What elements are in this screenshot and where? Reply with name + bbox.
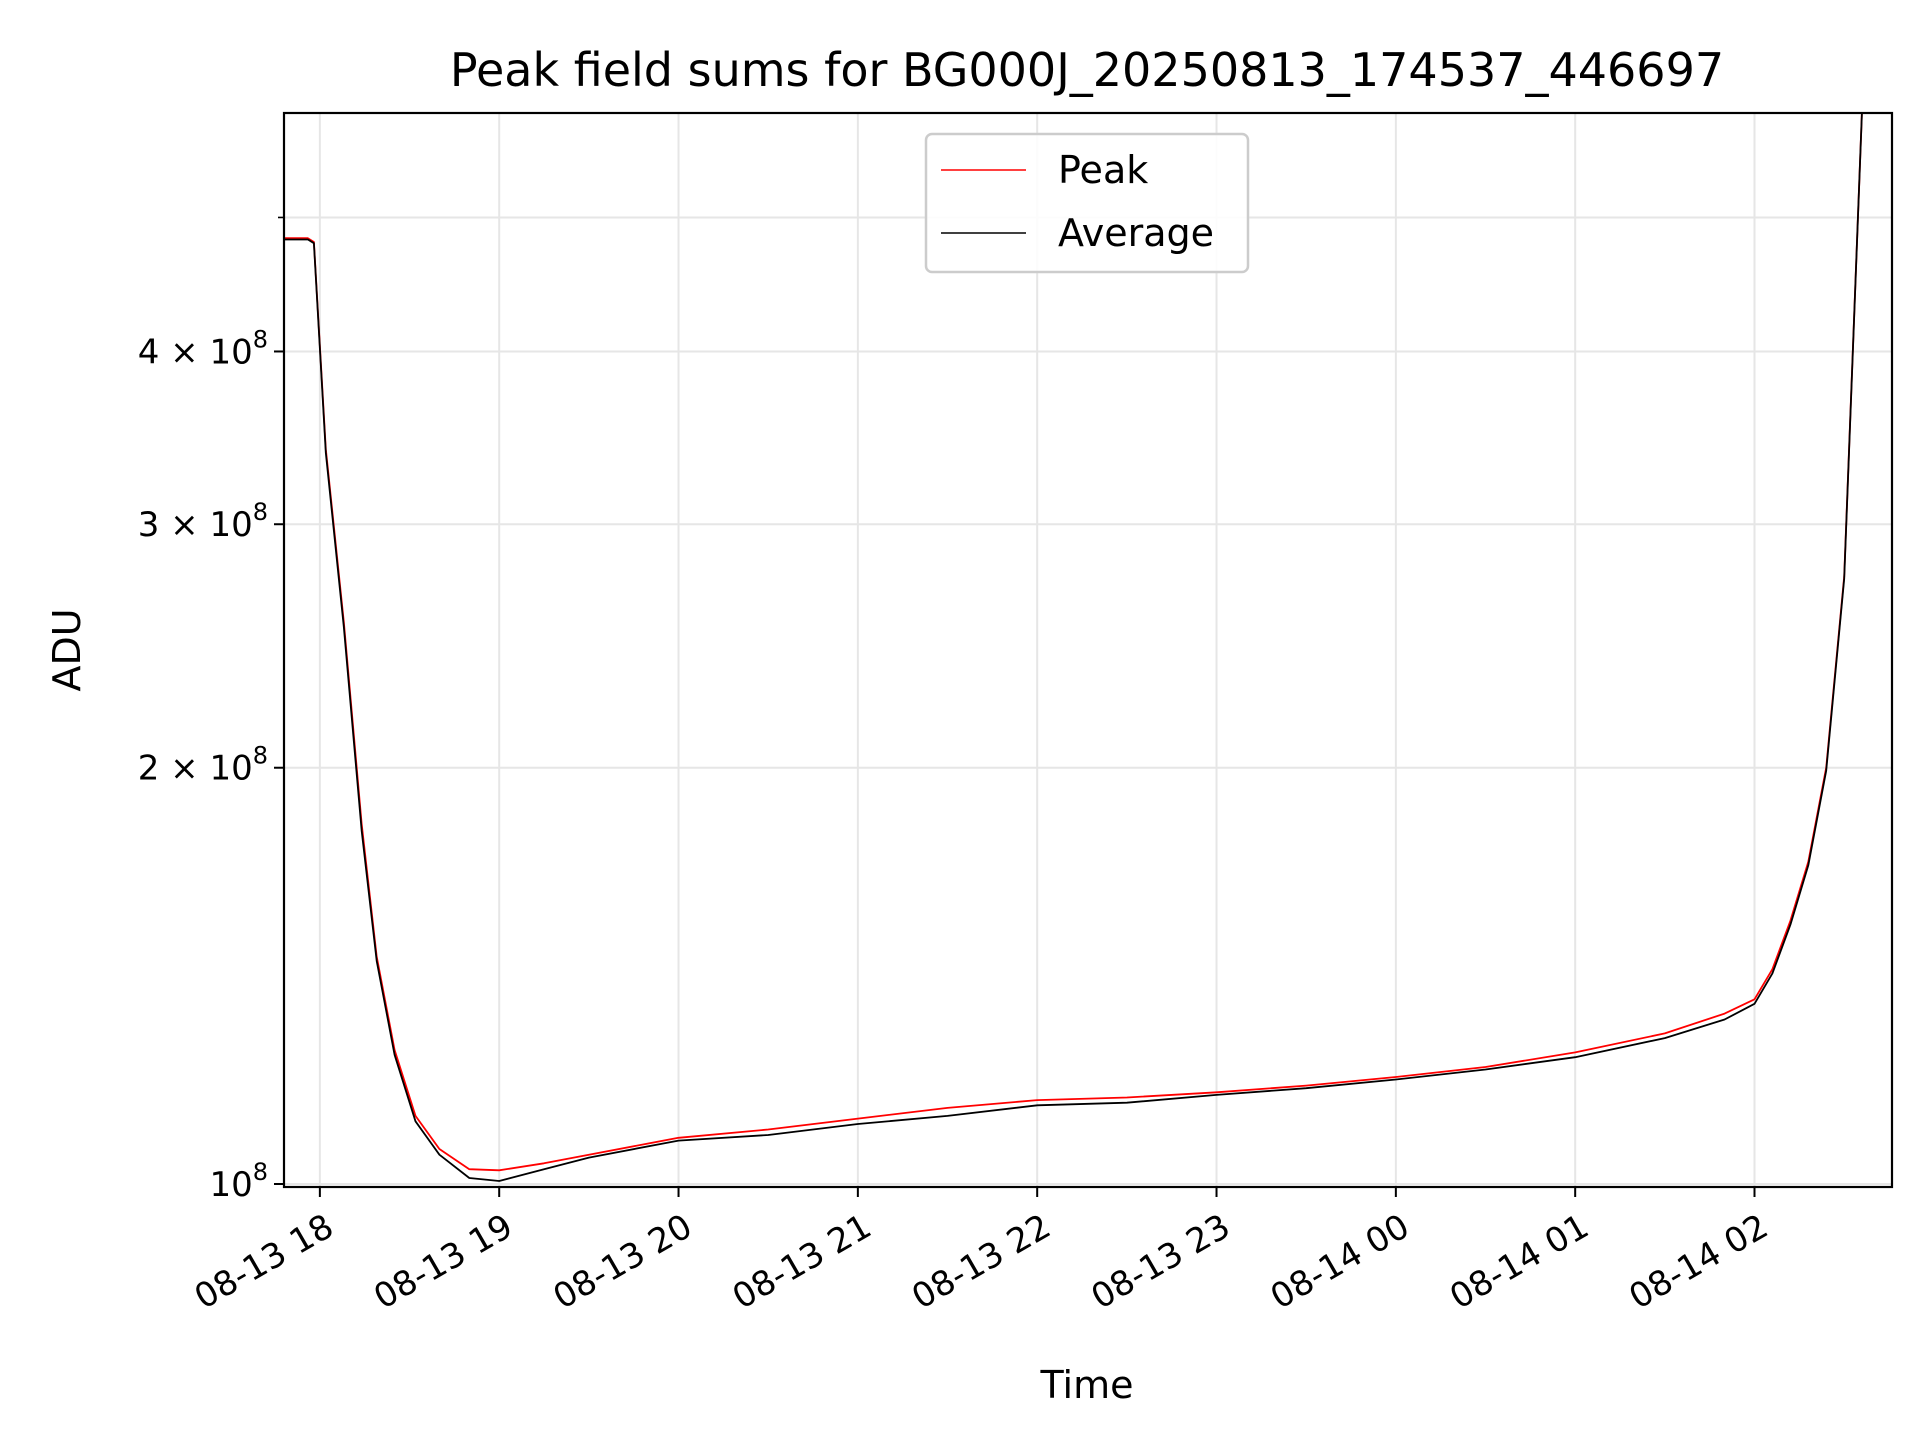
chart-title: Peak field sums for BG000J_20250813_1745…: [450, 43, 1724, 97]
y-tick-label: 108: [209, 1158, 268, 1205]
legend-box: [924, 132, 1250, 274]
y-tick-label: 3 × 108: [138, 498, 268, 545]
y-tick-label: 4 × 108: [138, 325, 268, 372]
series-layer: [284, 113, 1863, 1182]
series-line-average: [284, 113, 1863, 1182]
legend-label-peak: Peak: [1058, 148, 1148, 192]
x-axis-label: Time: [1040, 1363, 1134, 1407]
plot-frame: [282, 111, 1894, 1189]
y-axis-label: ADU: [45, 608, 89, 691]
y-tick-label: 2 × 108: [138, 742, 268, 789]
legend: Peak Average: [924, 132, 1250, 274]
legend-label-average: Average: [1058, 211, 1214, 255]
y-axis-ticks: 108 2 × 108 3 × 108 4 × 108: [138, 216, 284, 1205]
